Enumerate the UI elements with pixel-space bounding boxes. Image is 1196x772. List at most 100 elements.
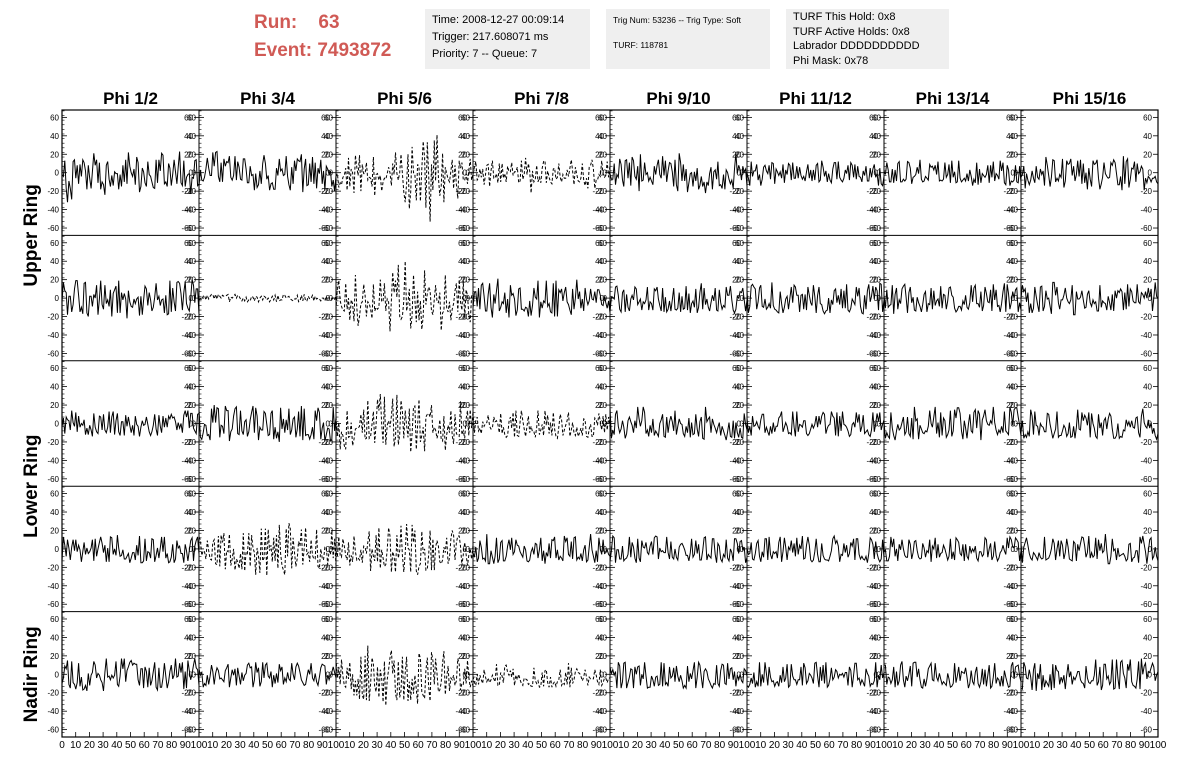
x-tick-label: 100: [328, 740, 345, 751]
waveform-trace: [1020, 658, 1159, 691]
y-tick-label-right: 40: [595, 508, 604, 517]
y-tick-label-right: 0: [326, 420, 331, 429]
y-tick-label-right: 60: [732, 490, 741, 499]
waveform-trace: [609, 406, 748, 441]
header-bar: Run: 63 Event: 7493872 Time: 2008-12-27 …: [0, 0, 1196, 80]
y-tick-label-right: 40: [321, 383, 330, 392]
y-tick-label-left: 0: [466, 670, 471, 679]
x-tick-label: 90: [180, 740, 192, 751]
x-tick-label: 30: [920, 740, 932, 751]
y-tick-label-right: 20: [595, 652, 604, 661]
y-tick-label-right: -20: [181, 313, 193, 322]
y-tick-label-right: -20: [866, 438, 878, 447]
y-tick-label-left: 40: [187, 633, 196, 642]
x-tick-label: 100: [191, 740, 208, 751]
y-tick-label-right: -40: [1140, 456, 1152, 465]
waveform-trace: [883, 283, 1022, 314]
y-tick-label-right: 20: [732, 652, 741, 661]
y-tick-label-right: 20: [184, 401, 193, 410]
y-tick-label-right: -40: [1140, 582, 1152, 591]
y-tick-label-right: 60: [1006, 615, 1015, 624]
y-tick-label-left: -40: [184, 206, 196, 215]
y-tick-label-left: -20: [1006, 313, 1018, 322]
y-tick-label-right: -40: [181, 582, 193, 591]
x-tick-label: 50: [262, 740, 274, 751]
y-tick-label-left: 0: [192, 545, 197, 554]
y-tick-label-right: 40: [184, 257, 193, 266]
y-tick-label-right: -60: [181, 600, 193, 609]
y-tick-label-left: -60: [47, 349, 59, 358]
y-tick-label-right: 20: [458, 276, 467, 285]
y-tick-label-left: 0: [192, 670, 197, 679]
y-tick-label-left: 40: [1009, 132, 1018, 141]
y-tick-label-right: 60: [321, 113, 330, 122]
y-tick-label-left: 60: [1009, 364, 1018, 373]
y-tick-label-left: -40: [184, 331, 196, 340]
y-tick-label-right: 60: [458, 113, 467, 122]
waveform-trace: [198, 405, 337, 442]
y-tick-label-right: 60: [1006, 364, 1015, 373]
y-tick-label-left: -40: [47, 206, 59, 215]
x-tick-label: 10: [344, 740, 356, 751]
y-tick-label-right: -40: [866, 331, 878, 340]
y-tick-label-right: -60: [866, 475, 878, 484]
y-tick-label-right: 40: [321, 132, 330, 141]
y-tick-label-left: -60: [595, 224, 607, 233]
x-tick-label: 90: [865, 740, 877, 751]
x-tick-label: 40: [1070, 740, 1082, 751]
y-tick-label-left: 60: [1009, 490, 1018, 499]
y-tick-label-left: 40: [187, 132, 196, 141]
y-tick-label-left: 40: [50, 633, 59, 642]
waveform-trace: [746, 160, 885, 187]
y-tick-label-right: 60: [184, 615, 193, 624]
y-tick-label-right: -60: [592, 726, 604, 735]
x-tick-label: 0: [59, 740, 65, 751]
y-tick-label-left: 0: [740, 670, 745, 679]
y-tick-label-right: 40: [321, 257, 330, 266]
y-tick-label-right: 20: [732, 526, 741, 535]
waveform-trace: [883, 535, 1022, 563]
y-tick-label-right: -20: [181, 563, 193, 572]
column-title: Phi 1/2: [103, 89, 158, 108]
y-tick-label-left: 20: [872, 150, 881, 159]
y-tick-label-right: -20: [729, 187, 741, 196]
y-tick-label-right: 0: [600, 670, 605, 679]
waveform-trace: [61, 410, 200, 437]
y-tick-label-right: -40: [455, 206, 467, 215]
y-tick-label-right: -40: [729, 456, 741, 465]
y-tick-label-right: -20: [1140, 313, 1152, 322]
y-tick-label-left: 0: [877, 670, 882, 679]
x-tick-label: 40: [933, 740, 945, 751]
y-tick-label-left: -40: [595, 707, 607, 716]
y-tick-label-left: 40: [735, 132, 744, 141]
y-tick-label-left: 0: [329, 545, 334, 554]
y-tick-label-right: 40: [732, 508, 741, 517]
y-tick-label-right: 0: [189, 420, 194, 429]
x-tick-label: 50: [125, 740, 137, 751]
waveform-trace: [609, 660, 748, 690]
y-tick-label-left: -60: [458, 224, 470, 233]
y-tick-label-left: 20: [735, 652, 744, 661]
waveform-trace: [198, 292, 337, 304]
y-tick-label-left: 60: [461, 113, 470, 122]
ring-label: Nadir Ring: [21, 626, 42, 722]
y-tick-label-right: -20: [729, 313, 741, 322]
x-tick-label: 100: [1013, 740, 1030, 751]
y-tick-label-right: -40: [318, 206, 330, 215]
y-tick-label-right: 60: [595, 364, 604, 373]
y-tick-label-right: -60: [1140, 475, 1152, 484]
y-tick-label-left: -60: [732, 726, 744, 735]
waveform-trace: [746, 282, 885, 315]
y-tick-label-left: 20: [187, 652, 196, 661]
y-tick-label-left: 0: [466, 294, 471, 303]
y-tick-label-left: -60: [47, 726, 59, 735]
x-tick-label: 20: [84, 740, 96, 751]
y-tick-label-right: -20: [866, 689, 878, 698]
y-tick-label-right: -40: [318, 331, 330, 340]
y-tick-label-left: -60: [321, 349, 333, 358]
x-tick-label: 40: [385, 740, 397, 751]
run-line: Run: 63: [254, 12, 340, 34]
y-tick-label-left: 60: [50, 615, 59, 624]
y-tick-label-right: 40: [458, 257, 467, 266]
y-tick-label-left: -60: [184, 224, 196, 233]
